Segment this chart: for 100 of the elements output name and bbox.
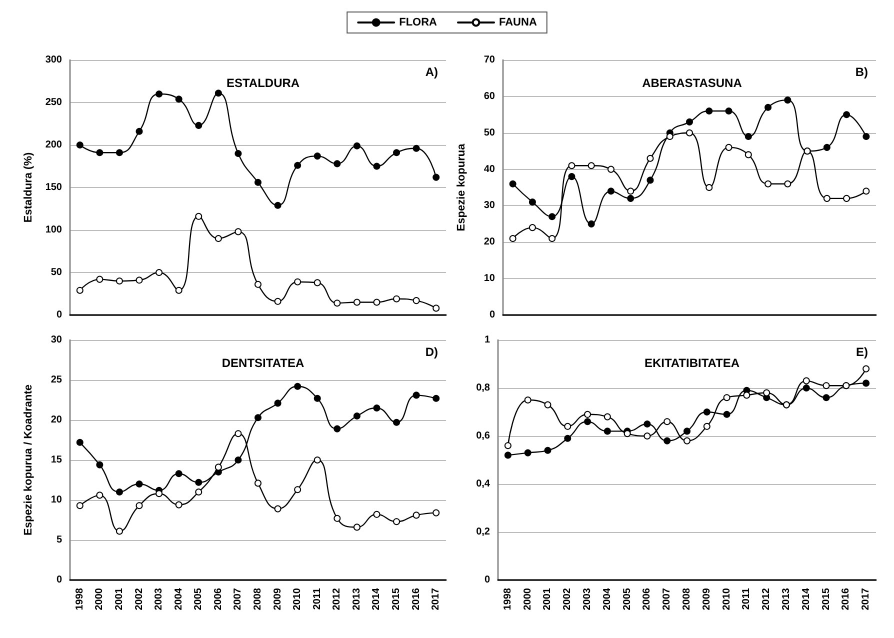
- point: [334, 514, 341, 522]
- point: [843, 194, 850, 202]
- y-tick-label: 25: [50, 374, 62, 386]
- point: [627, 194, 634, 202]
- y-tick-label: 0,6: [476, 430, 490, 442]
- y-tick-label: 300: [45, 54, 62, 66]
- point: [214, 90, 222, 97]
- point: [136, 480, 143, 488]
- point: [274, 505, 282, 512]
- point: [588, 162, 595, 170]
- y-tick-label: 1: [484, 334, 490, 346]
- x-tick-label: 2001: [542, 588, 554, 610]
- point: [802, 377, 810, 384]
- point: [412, 297, 420, 304]
- point: [646, 154, 654, 162]
- y-tick-label: 70: [484, 54, 496, 66]
- point: [686, 118, 693, 126]
- point: [725, 144, 732, 151]
- y-tick-label: 0: [56, 310, 62, 320]
- point: [528, 224, 536, 232]
- y-axis-title: Espezie kopurua / Koadrante: [22, 384, 34, 536]
- point: [764, 104, 772, 111]
- annotation: E): [856, 345, 868, 359]
- point: [666, 133, 674, 140]
- point: [432, 304, 440, 312]
- point: [334, 160, 341, 168]
- point: [373, 298, 380, 306]
- y-tick-label: 150: [45, 182, 62, 193]
- x-tick-label: 2008: [252, 588, 264, 610]
- y-tick-label: 30: [50, 334, 62, 346]
- point: [862, 188, 870, 195]
- x-tick-label: 2017: [430, 588, 442, 610]
- y-axis-title: Estaldura (%): [22, 152, 34, 223]
- point: [116, 488, 123, 496]
- point: [564, 434, 572, 442]
- point: [862, 133, 870, 140]
- point: [744, 151, 752, 158]
- y-tick-label: 100: [45, 224, 62, 236]
- y-tick-label: 40: [484, 164, 496, 175]
- point: [624, 430, 631, 438]
- point: [136, 502, 143, 510]
- point: [862, 365, 870, 372]
- text: DENTSITATEA: [222, 356, 304, 370]
- y-tick-label: 0: [489, 310, 496, 320]
- point: [96, 461, 104, 468]
- point: [175, 470, 182, 478]
- annotation: D): [425, 345, 438, 359]
- point: [214, 235, 222, 242]
- point: [548, 235, 556, 242]
- point: [544, 446, 552, 454]
- point: [604, 428, 611, 435]
- y-tick-label: 50: [484, 127, 496, 138]
- point: [504, 442, 512, 450]
- point: [723, 394, 730, 402]
- x-tick-label: 2011: [312, 588, 323, 610]
- point: [604, 413, 611, 420]
- x-tick-label: 2005: [193, 588, 204, 610]
- text: ABERASTASUNA: [642, 76, 742, 90]
- point: [412, 512, 420, 519]
- point: [175, 501, 182, 508]
- point: [156, 269, 163, 276]
- x-tick-label: 2012: [761, 588, 772, 610]
- point: [784, 180, 792, 188]
- annotation: B): [855, 65, 868, 79]
- point: [294, 382, 302, 390]
- point: [607, 188, 614, 195]
- point: [822, 382, 830, 390]
- point: [156, 90, 163, 98]
- point: [294, 162, 302, 169]
- y-tick-label: 0: [56, 574, 62, 586]
- x-tick-label: 2002: [134, 588, 145, 610]
- point: [274, 400, 282, 407]
- x-tick-label: 2003: [582, 588, 594, 610]
- y-tick-label: 250: [45, 97, 62, 108]
- x-tick-label: 2014: [800, 588, 812, 610]
- point: [214, 464, 222, 471]
- point: [544, 401, 552, 408]
- x-tick-label: 2015: [820, 588, 832, 610]
- point: [314, 152, 321, 160]
- point: [76, 502, 84, 510]
- point: [684, 428, 690, 435]
- y-tick-label: 60: [484, 90, 496, 102]
- point: [175, 96, 182, 103]
- x-tick-label: 2000: [94, 588, 106, 610]
- point: [136, 128, 143, 135]
- point: [254, 480, 262, 487]
- x-tick-label: 2010: [292, 588, 304, 610]
- point: [644, 432, 651, 440]
- x-tick-label: 2017: [860, 588, 872, 610]
- point: [314, 394, 321, 402]
- point: [703, 408, 710, 416]
- x-tick-label: 2009: [272, 588, 284, 610]
- point: [96, 149, 104, 156]
- point: [823, 194, 830, 202]
- point: [509, 180, 516, 188]
- point: [412, 144, 420, 152]
- x-tick-label: 2008: [682, 588, 692, 610]
- point: [76, 438, 84, 446]
- point: [195, 122, 202, 129]
- annotation: A): [425, 65, 438, 79]
